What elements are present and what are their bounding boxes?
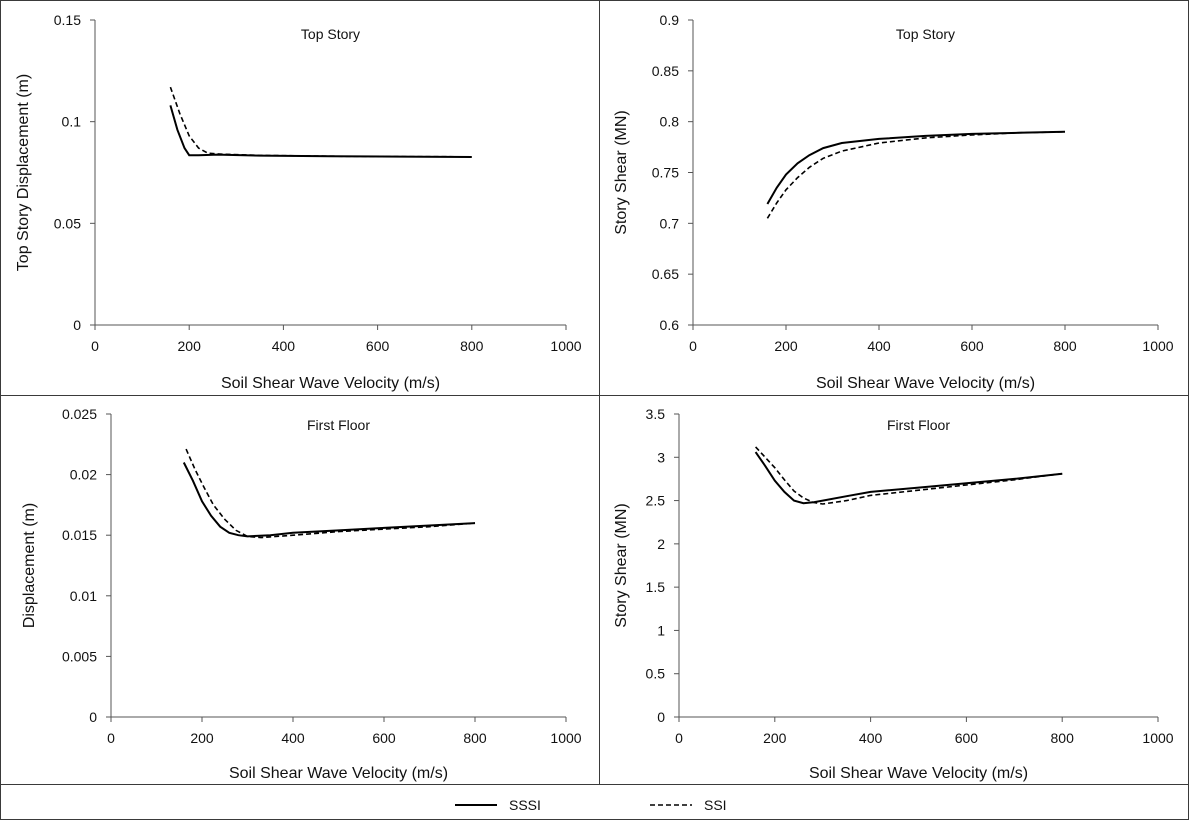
series-line-ssi bbox=[185, 448, 476, 539]
legend-frame bbox=[0, 784, 1189, 820]
legend-label-sssi: SSSI bbox=[509, 797, 541, 813]
x-tick-label: 0 bbox=[675, 730, 683, 746]
y-tick-label: 2.5 bbox=[646, 493, 666, 509]
panel-frame-top-left bbox=[0, 0, 600, 396]
y-axis-title: Story Shear (MN) bbox=[613, 110, 630, 234]
chart-title: First Floor bbox=[307, 417, 370, 433]
x-tick-label: 200 bbox=[774, 338, 798, 354]
series-line-sssi bbox=[754, 451, 1063, 505]
x-tick-label: 400 bbox=[281, 730, 305, 746]
y-tick-label: 0.05 bbox=[54, 215, 81, 231]
y-tick-label: 0.7 bbox=[660, 215, 680, 231]
x-tick-label: 0 bbox=[91, 338, 99, 354]
x-axis-title: Soil Shear Wave Velocity (m/s) bbox=[809, 765, 1028, 782]
chart-first-floor-displacement: 0 0.005 0.01 0.015 0.02 0.025 0 200 400 600 800 100… bbox=[21, 406, 582, 782]
x-tick-label: 600 bbox=[960, 338, 984, 354]
y-axis-title: Displacement (m) bbox=[21, 503, 38, 628]
series-line-sssi bbox=[182, 462, 476, 538]
series-line-ssi bbox=[755, 446, 1063, 505]
y-tick-label: 0.5 bbox=[646, 666, 666, 682]
x-axis-title: Soil Shear Wave Velocity (m/s) bbox=[229, 765, 448, 782]
y-axis-title: Top Story Displacement (m) bbox=[15, 74, 32, 271]
y-axis-title: Story Shear (MN) bbox=[613, 503, 630, 627]
y-tick-label: 3.5 bbox=[646, 406, 666, 422]
x-tick-label: 1000 bbox=[1142, 338, 1173, 354]
series-line-ssi bbox=[169, 86, 472, 158]
chart-title: First Floor bbox=[887, 417, 950, 433]
y-tick-label: 0.015 bbox=[62, 527, 97, 543]
y-tick-label: 0.9 bbox=[660, 12, 680, 28]
x-tick-label: 800 bbox=[463, 730, 487, 746]
y-tick-label: 1 bbox=[657, 622, 665, 638]
x-tick-label: 400 bbox=[859, 730, 883, 746]
chart-title: Top Story bbox=[896, 26, 955, 42]
y-tick-label: 0.02 bbox=[70, 467, 97, 483]
x-tick-label: 1000 bbox=[550, 730, 581, 746]
y-tick-label: 0.15 bbox=[54, 12, 81, 28]
y-tick-label: 1.5 bbox=[646, 579, 666, 595]
series-line-ssi bbox=[766, 131, 1066, 219]
x-tick-label: 600 bbox=[372, 730, 396, 746]
y-tick-label: 0.65 bbox=[652, 266, 679, 282]
x-tick-label: 200 bbox=[190, 730, 214, 746]
y-tick-label: 0.1 bbox=[62, 114, 82, 130]
chart-top-story-displacement: 0 0.05 0.1 0.15 0 200 400 600 800 1000 Top Story So… bbox=[15, 12, 582, 392]
chart-top-story-shear: 0.6 0.65 0.7 0.75 0.8 0.85 0.9 0 200 400 600 800 100… bbox=[613, 12, 1174, 392]
legend: SSSI SSI bbox=[455, 797, 727, 813]
y-tick-label: 0 bbox=[73, 317, 81, 333]
x-tick-label: 1000 bbox=[550, 338, 581, 354]
y-tick-label: 0.025 bbox=[62, 406, 97, 422]
y-tick-label: 0.85 bbox=[652, 63, 679, 79]
x-tick-label: 400 bbox=[867, 338, 891, 354]
y-tick-label: 0.6 bbox=[660, 317, 680, 333]
y-tick-label: 0.75 bbox=[652, 165, 679, 181]
x-tick-label: 0 bbox=[107, 730, 115, 746]
y-tick-label: 0 bbox=[657, 709, 665, 725]
panel-frame-bottom-right bbox=[599, 395, 1189, 785]
chart-first-floor-shear: 0 0.5 1 1.5 2 2.5 3 3.5 0 200 400 600 800 1000 First F… bbox=[613, 406, 1174, 782]
legend-label-ssi: SSI bbox=[704, 797, 727, 813]
y-tick-label: 0.8 bbox=[660, 114, 680, 130]
x-tick-label: 400 bbox=[272, 338, 296, 354]
x-tick-label: 800 bbox=[1051, 730, 1075, 746]
y-tick-label: 0 bbox=[89, 709, 97, 725]
x-axis-title: Soil Shear Wave Velocity (m/s) bbox=[816, 375, 1035, 392]
x-tick-label: 600 bbox=[366, 338, 390, 354]
x-tick-label: 200 bbox=[763, 730, 787, 746]
y-tick-label: 0.01 bbox=[70, 588, 97, 604]
x-axis-title: Soil Shear Wave Velocity (m/s) bbox=[221, 375, 440, 392]
x-tick-label: 800 bbox=[460, 338, 484, 354]
chart-title: Top Story bbox=[301, 26, 360, 42]
series-line-sssi bbox=[766, 130, 1066, 205]
x-tick-label: 0 bbox=[689, 338, 697, 354]
series-line-sssi bbox=[169, 105, 472, 158]
x-tick-label: 800 bbox=[1053, 338, 1077, 354]
y-tick-label: 2 bbox=[657, 536, 665, 552]
x-tick-label: 200 bbox=[178, 338, 202, 354]
x-tick-label: 1000 bbox=[1142, 730, 1173, 746]
y-tick-label: 0.005 bbox=[62, 648, 97, 664]
panel-frame-top-right bbox=[599, 0, 1189, 396]
y-tick-label: 3 bbox=[657, 449, 665, 465]
x-tick-label: 600 bbox=[955, 730, 979, 746]
